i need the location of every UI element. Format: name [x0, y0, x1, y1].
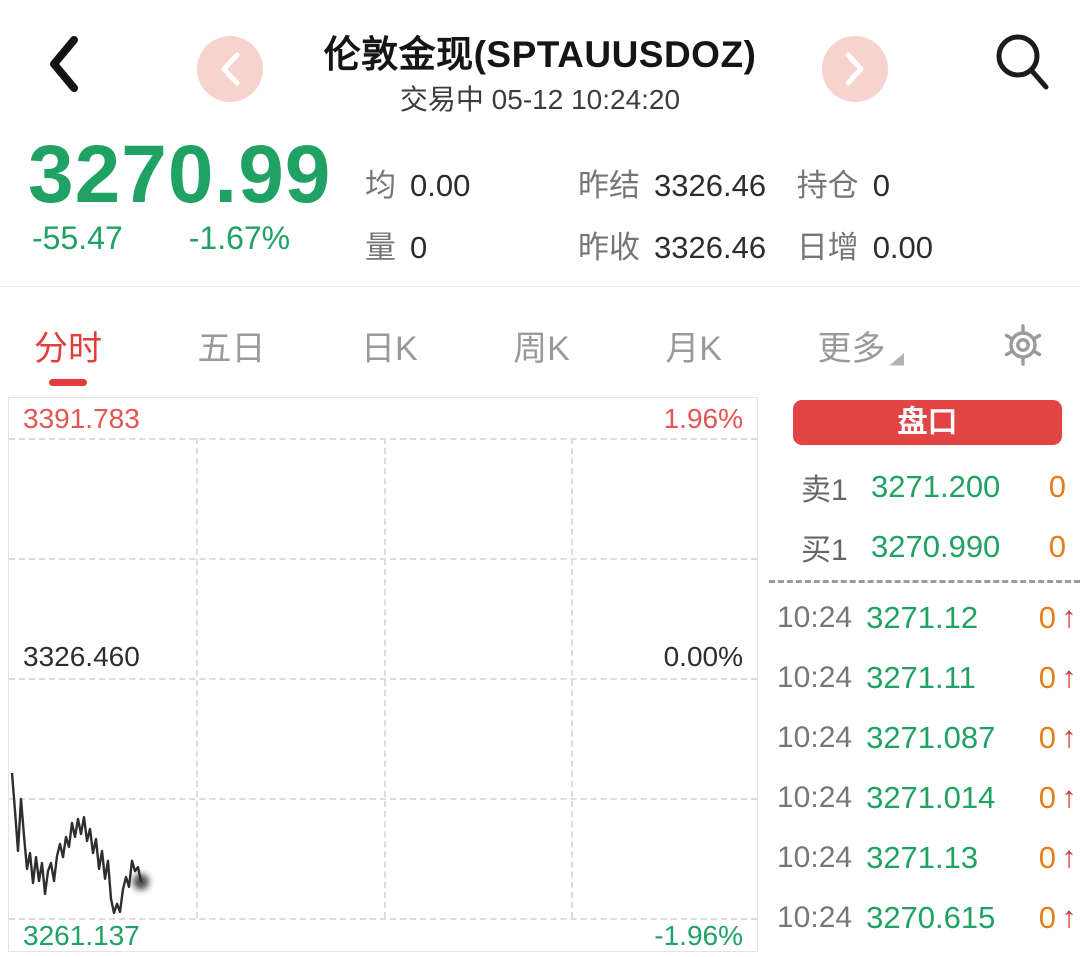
gridline-h4	[9, 798, 757, 800]
active-tab-indicator	[49, 378, 87, 386]
stat-average: 均 0.00	[365, 168, 471, 203]
up-arrow-icon: ↑	[1061, 601, 1077, 634]
stat-prev-close: 昨收 3326.46 日增 0.00	[578, 230, 934, 265]
trade-row: 10:24 3271.11 0 ↑	[765, 648, 1080, 708]
price-change-row: -55.47 -1.67%	[32, 220, 362, 257]
bid-level-row: 买1 3270.990 0	[765, 517, 1080, 577]
ask-price: 3271.200	[871, 469, 1001, 504]
price-change: -55.47	[32, 220, 123, 256]
header: 伦敦金现(SPTAUUSDOZ) 交易中 05-12 10:24:20	[0, 0, 1080, 120]
tab-weekly-k[interactable]: 周K	[513, 329, 570, 368]
trade-row: 10:24 3271.014 0 ↑	[765, 768, 1080, 828]
trade-row: 10:24 3271.087 0 ↑	[765, 708, 1080, 768]
more-caret-icon	[889, 352, 905, 366]
back-chevron-icon	[50, 36, 78, 92]
page-title: 伦敦金现(SPTAUUSDOZ)	[323, 34, 757, 75]
chart-period-tabbar: 分时 五日 日K 周K 月K 更多	[0, 295, 1080, 395]
up-arrow-icon: ↑	[1061, 721, 1077, 754]
stat-prev-settle: 昨结 3326.46 持仓 0	[578, 168, 890, 203]
up-arrow-icon: ↑	[1061, 901, 1077, 934]
search-button[interactable]	[992, 30, 1052, 92]
tab-intraday[interactable]: 分时	[34, 321, 102, 386]
search-icon	[996, 34, 1049, 90]
gear-icon	[1004, 324, 1042, 366]
y-axis-low-label: 3261.137	[23, 920, 140, 951]
next-instrument-button[interactable]	[822, 36, 888, 102]
gridline-h3	[9, 678, 757, 680]
current-price-dot	[133, 873, 149, 890]
gridline-h1	[9, 438, 757, 440]
ask-level-row: 卖1 3271.200 0	[765, 457, 1080, 517]
price-polyline	[10, 772, 143, 915]
bid-qty: 0	[1048, 529, 1066, 564]
tab-daily-k[interactable]: 日K	[360, 329, 418, 368]
order-book-separator	[769, 580, 1080, 583]
pct-axis-low-label: -1.96%	[654, 920, 743, 951]
section-divider	[0, 286, 1080, 287]
ask-label: 卖1	[801, 474, 848, 507]
bid-label: 买1	[801, 534, 848, 567]
gridline-v3	[571, 438, 573, 918]
last-price: 3270.99	[28, 129, 332, 220]
y-axis-high-label: 3391.783	[23, 403, 140, 434]
gridline-v2	[384, 438, 386, 918]
up-arrow-icon: ↑	[1061, 841, 1077, 874]
gridline-h2	[9, 558, 757, 560]
order-book-panel: 盘口 卖1 3271.200 0 买1 3270.990 0 10:24 327…	[765, 397, 1080, 957]
gridline-v1	[196, 438, 198, 918]
gridline-h5	[9, 918, 757, 920]
tab-five-day[interactable]: 五日	[197, 329, 266, 368]
trade-row: 10:24 3271.12 0 ↑	[765, 588, 1080, 648]
y-axis-mid-label: 3326.460	[23, 641, 140, 672]
pct-axis-mid-label: 0.00%	[663, 641, 743, 672]
price-line-chart	[10, 772, 149, 915]
price-change-percent: -1.67%	[188, 220, 291, 256]
prev-instrument-button[interactable]	[197, 36, 263, 102]
trade-row: 10:24 3271.13 0 ↑	[765, 828, 1080, 888]
intraday-chart[interactable]: 3391.783 1.96% 3326.460 0.00% 3261.137 -…	[8, 397, 758, 952]
pct-axis-high-label: 1.96%	[663, 403, 743, 434]
order-book-title: 盘口	[793, 400, 1062, 445]
trade-row: 10:24 3270.615 0 ↑	[765, 888, 1080, 948]
up-arrow-icon: ↑	[1061, 781, 1077, 814]
chevron-left-icon	[221, 52, 240, 86]
trading-status-time: 交易中 05-12 10:24:20	[399, 84, 681, 115]
chart-settings-button[interactable]	[1000, 322, 1046, 368]
ask-qty: 0	[1048, 469, 1066, 504]
tab-monthly-k[interactable]: 月K	[665, 329, 722, 368]
chevron-right-icon	[845, 52, 864, 86]
up-arrow-icon: ↑	[1061, 661, 1077, 694]
back-button[interactable]	[42, 34, 86, 94]
tab-more[interactable]: 更多	[817, 321, 905, 370]
bid-price: 3270.990	[871, 529, 1001, 564]
